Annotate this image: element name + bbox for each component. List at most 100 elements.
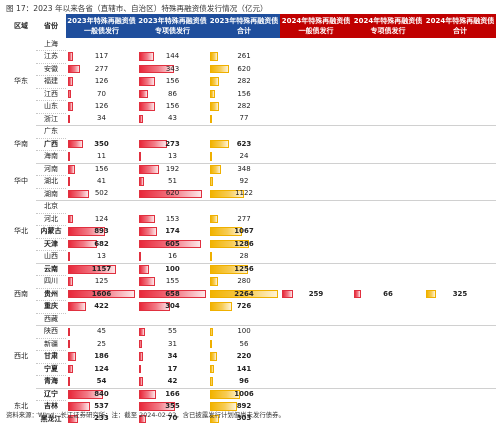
value-cell-s24 (352, 263, 424, 276)
table-row: 广西 350 273 623 (6, 138, 496, 151)
value-cell-s24 (352, 188, 424, 201)
value-cell-g23 (66, 313, 137, 326)
value-cell-g23: 124 (66, 213, 137, 226)
value-cell-s24 (352, 150, 424, 164)
value-label: 70 (97, 89, 106, 98)
value-cell-s24 (352, 51, 424, 64)
value-label: 13 (97, 251, 106, 260)
value-cell-t23: 282 (208, 101, 280, 114)
data-bar-t23 (210, 214, 219, 223)
value-cell-t23: 1006 (208, 388, 280, 401)
data-bar-s23 (139, 390, 156, 399)
value-label: 125 (94, 277, 109, 285)
value-cell-g24 (280, 301, 352, 314)
value-label: 282 (237, 77, 251, 85)
value-label: 892 (236, 402, 252, 410)
table-row: 华北 北京 (6, 200, 496, 235)
value-label: 422 (94, 302, 109, 310)
value-label: 144 (165, 52, 180, 60)
value-cell-s24 (352, 126, 424, 139)
data-bar-s23 (139, 364, 141, 373)
data-bar-s23 (139, 289, 206, 298)
value-cell-t23 (208, 313, 280, 326)
value-cell-g23: 186 (66, 351, 137, 364)
province-cell: 福建 (36, 75, 66, 89)
data-bar-g23 (68, 165, 75, 174)
data-bar-s23 (139, 265, 150, 274)
value-cell-g23: 893 (66, 226, 137, 239)
value-cell-g24 (280, 276, 352, 289)
value-label: 303 (236, 414, 252, 423)
data-bar-t23 (210, 102, 219, 111)
value-cell-t24 (424, 338, 496, 351)
value-label: 277 (237, 214, 251, 223)
data-bar-s23 (139, 77, 155, 86)
value-label: 43 (168, 114, 177, 123)
value-label: 726 (236, 302, 252, 310)
value-cell-s23: 13 (137, 150, 208, 164)
value-cell-t23: 1067 (208, 226, 280, 239)
value-label: 124 (94, 364, 109, 373)
value-label: 54 (96, 376, 107, 385)
table-row: 甘肃 186 34 220 (6, 350, 496, 364)
data-bar-s23 (139, 227, 157, 236)
table-row: 内蒙古 893 174 1067 (6, 225, 496, 239)
value-label: 31 (168, 339, 177, 348)
table-row: 华东 上海 (6, 38, 496, 85)
value-cell-g24 (280, 313, 352, 326)
data-bar-s23 (139, 214, 155, 223)
value-cell-t23: 303 (208, 413, 280, 425)
data-bar-g23 (68, 377, 71, 386)
value-cell-g24 (280, 250, 352, 264)
value-cell-s24 (352, 163, 424, 176)
value-cell-s23: 70 (137, 413, 208, 425)
region-cell: 西北 (14, 352, 28, 360)
value-cell-g24 (280, 38, 352, 51)
value-cell-t23: 2264 (208, 288, 280, 301)
value-cell-s23: 658 (137, 288, 208, 301)
data-bar-t23 (210, 114, 213, 123)
value-label: 682 (94, 239, 109, 248)
data-bar-t23 (210, 414, 220, 423)
value-cell-g24 (280, 76, 352, 89)
data-bar-g23 (68, 277, 74, 286)
value-label: 153 (165, 214, 180, 223)
value-cell-g24: 259 (280, 288, 352, 301)
table-row: 安徽 277 343 620 (6, 63, 496, 76)
data-bar-g23 (68, 239, 97, 248)
value-label: 1006 (234, 389, 254, 398)
value-cell-t24 (424, 375, 496, 389)
value-cell-s23 (137, 126, 208, 139)
province-cell: 重庆 (36, 300, 66, 314)
province-cell: 江苏 (36, 50, 66, 64)
data-bar-t23 (210, 302, 232, 311)
value-cell-g24 (280, 138, 352, 151)
value-cell-s24 (352, 88, 424, 101)
value-cell-s23: 605 (137, 238, 208, 251)
value-cell-t24 (424, 113, 496, 126)
data-bar-g23 (68, 114, 70, 123)
value-cell-s23: 144 (137, 51, 208, 64)
value-cell-t24 (424, 101, 496, 114)
table-row: 山西 13 16 28 (6, 250, 496, 264)
value-cell-g24 (280, 88, 352, 101)
value-cell-g23: 277 (66, 63, 137, 76)
value-cell-s24 (352, 250, 424, 264)
value-cell-t23: 620 (208, 63, 280, 76)
value-cell-g24 (280, 126, 352, 139)
data-bar-t23 (210, 402, 237, 411)
source-note: 资料来源：Wind，长江证券研究所；注：截至 2024-02-02，含已披露发行… (6, 411, 285, 419)
table-row: 黑龙江 233 70 303 (6, 413, 496, 425)
table-row: 福建 126 156 282 (6, 75, 496, 89)
data-bar-s23 (139, 114, 144, 123)
value-label: 77 (239, 114, 249, 123)
table-row: 湖北 41 51 92 (6, 175, 496, 189)
value-cell-t24 (424, 351, 496, 364)
value-cell-t24 (424, 313, 496, 326)
value-label: 186 (94, 352, 109, 360)
bond-issuance-table: 区域 省份 2023年特殊再融资债一般债发行 2023年特殊再融资债专项债发行 … (6, 14, 496, 425)
data-bar-t23 (210, 64, 229, 73)
value-cell-t24 (424, 63, 496, 76)
value-cell-t24 (424, 388, 496, 401)
value-cell-s24 (352, 113, 424, 126)
